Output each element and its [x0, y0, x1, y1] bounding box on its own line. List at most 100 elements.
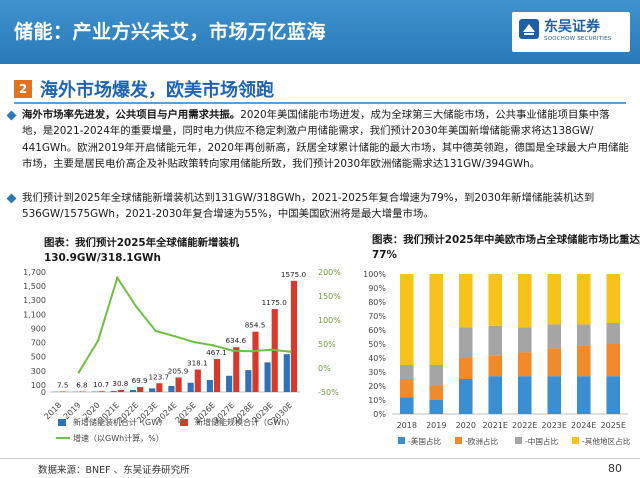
stacked-bar-segment: [429, 386, 444, 400]
bar-gwh-data-label: 634.6: [225, 336, 246, 345]
stacked-bar-segment: [547, 324, 562, 349]
y-left-tick-label: 1,100: [23, 310, 46, 319]
growth-rate-point: [135, 305, 138, 309]
x-tick-label: 2023E: [542, 421, 567, 430]
growth-rate-point: [193, 340, 196, 344]
y-left-tick-label: 900: [31, 324, 46, 333]
bar-gwh: [175, 377, 182, 392]
y-tick-label: 10%: [368, 396, 386, 405]
bar-gw: [149, 388, 156, 392]
stacked-bar-segment: [458, 379, 473, 414]
legend-label: -中国占比: [525, 436, 559, 446]
bar-gwh: [98, 391, 105, 392]
bar-gwh: [117, 389, 124, 392]
y-right-tick-label: 0%: [318, 364, 331, 373]
y-tick-label: 60%: [368, 326, 386, 335]
bar-gwh-data-label: 467.1: [206, 348, 227, 357]
growth-rate-point: [231, 349, 234, 352]
growth-rate-point: [269, 348, 273, 351]
legend-label: -欧洲占比: [465, 436, 499, 446]
growth-rate-point: [212, 344, 215, 347]
stacked-bar-segment: [488, 274, 503, 326]
stacked-bar-segment: [429, 365, 444, 386]
stacked-bar-segment: [399, 274, 414, 365]
legend-swatch: [58, 419, 66, 426]
y-left-tick-label: 100: [31, 381, 46, 390]
x-tick-label: 2018: [43, 401, 64, 422]
bar-gw: [245, 370, 252, 392]
y-right-tick-label: 100%: [318, 316, 341, 325]
legend-label: 增速（以GWh计算，%）: [73, 433, 164, 443]
y-right-tick-label: 200%: [318, 268, 341, 277]
bar-gwh: [194, 369, 201, 392]
stacked-bar-segment: [606, 274, 621, 323]
legend-swatch: [572, 437, 579, 444]
y-left-tick-label: 1,300: [23, 296, 46, 305]
stacked-bar-segment: [517, 327, 532, 353]
y-right-tick-label: 150%: [318, 292, 341, 301]
x-tick-label: 2025E: [601, 421, 626, 430]
stacked-bar-segment: [576, 345, 591, 377]
chart-1-title: 图表：我们预计2025年全球储能新增装机130.9GW/318.1GWh: [44, 237, 240, 264]
y-tick-label: 20%: [368, 382, 386, 391]
growth-rate-point: [77, 371, 81, 374]
stacked-bar-segment: [547, 348, 562, 377]
bar-gw: [283, 354, 290, 392]
y-tick-label: 90%: [368, 284, 386, 293]
y-tick-label: 50%: [368, 340, 386, 349]
y-left-tick-label: 1,500: [23, 282, 46, 291]
bar-gw: [129, 389, 137, 392]
stacked-bar-segment: [606, 376, 621, 414]
stacked-bar-segment: [458, 327, 473, 358]
x-tick-label: 2018: [397, 421, 417, 430]
bullet-paragraph-2: 我们预计到2025年全球储能新增装机达到131GW/318GWh，2021-20…: [6, 190, 630, 223]
bar-gwh-data-label: 10.7: [93, 380, 109, 389]
bar-gw: [206, 380, 213, 392]
stacked-bar-segment: [399, 365, 414, 379]
bar-gw: [110, 391, 117, 392]
stacked-bar-segment: [606, 323, 621, 344]
stacked-bar-segment: [606, 344, 621, 377]
bar-gwh: [290, 280, 298, 392]
bar-gwh: [233, 347, 240, 392]
x-tick-label: 2019: [426, 421, 446, 430]
bullet-2-text: 我们预计到2025年全球储能新增装机达到131GW/318GWh，2021-20…: [22, 192, 595, 221]
logo-mark-icon: [519, 19, 539, 39]
bar-gwh-data-label: 7.5: [57, 380, 68, 389]
y-left-tick-label: 500: [31, 353, 46, 362]
stacked-bar-segment: [517, 274, 532, 328]
y-left-tick-label: 0: [41, 388, 46, 397]
section-title: 海外市场爆发，欧美市场领跑: [40, 80, 274, 101]
growth-rate-point: [250, 350, 254, 353]
page-number: 80: [608, 462, 622, 475]
x-tick-label: 2024E: [571, 421, 596, 430]
bar-gwh: [252, 331, 259, 392]
y-tick-label: 80%: [368, 298, 386, 307]
bar-gwh: [156, 383, 163, 392]
section-divider: [14, 102, 626, 104]
bar-gwh-data-label: 69.9: [132, 376, 148, 385]
stacked-bar-segment: [488, 376, 503, 414]
stacked-bar-segment: [488, 325, 503, 356]
y-right-tick-label: 50%: [318, 340, 336, 349]
legend-swatch: [180, 419, 188, 426]
y-left-tick-label: 1,700: [23, 268, 46, 277]
growth-rate-line: [77, 275, 291, 373]
section-number: 2: [14, 80, 32, 98]
legend-swatch: [398, 437, 405, 444]
legend-swatch: [455, 437, 462, 444]
stacked-bar-segment: [458, 274, 473, 328]
y-tick-label: 100%: [363, 270, 386, 279]
stacked-bar-segment: [517, 376, 532, 414]
stacked-bar-segment: [576, 274, 591, 325]
stacked-bar-segment: [576, 324, 591, 346]
legend-label: 新增储能规模合计（GWh）: [195, 417, 294, 427]
legend-swatch: [515, 437, 522, 444]
bar-gwh: [60, 391, 67, 392]
y-tick-label: 40%: [368, 354, 386, 363]
x-tick-label: 2020: [456, 421, 476, 430]
bar-gwh-data-label: 318.1: [187, 359, 208, 368]
y-tick-label: 70%: [368, 312, 386, 321]
stacked-bar-segment: [547, 376, 562, 414]
